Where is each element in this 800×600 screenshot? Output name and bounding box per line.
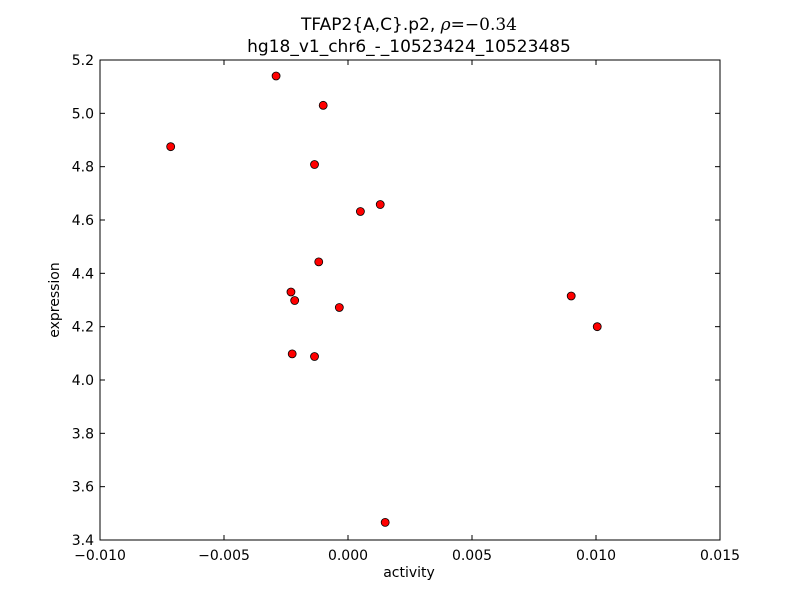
chart-title-line1: TFAP2{A,C}.p2, ρ=−0.34: [300, 15, 517, 35]
data-point: [287, 349, 297, 359]
data-points: [166, 71, 602, 527]
chart-title-line2: hg18_v1_chr6_-_10523424_10523485: [247, 37, 571, 57]
y-tick-label: 4.6: [72, 213, 94, 229]
y-tick-label: 3.8: [72, 426, 94, 442]
plot-area: [99, 59, 721, 541]
x-tick-label: 0.010: [576, 548, 616, 564]
y-tick-label: 5.0: [72, 106, 94, 122]
data-point: [310, 160, 319, 169]
chart-title-rho-symbol: ρ: [440, 15, 451, 35]
x-tick-label: −0.005: [198, 548, 250, 564]
x-axis-label: activity: [383, 565, 435, 581]
chart-title-prefix: TFAP2{A,C}.p2,: [300, 15, 441, 35]
data-point: [334, 303, 344, 312]
data-point: [380, 518, 390, 527]
x-tick-label: −0.010: [74, 548, 126, 564]
y-tick-label: 4.0: [72, 373, 94, 389]
data-point: [271, 71, 281, 81]
data-point: [566, 291, 576, 301]
data-point: [314, 257, 324, 267]
y-tick-label: 3.6: [72, 480, 94, 496]
x-tick-label: 0.000: [328, 548, 368, 564]
y-tick-label: 4.4: [72, 266, 94, 282]
y-axis-label: expression: [47, 262, 63, 338]
axis-ticks: −0.010 −0.005 0.000 0.005 0.010 0.015 3.4 3.6 3.…: [72, 53, 740, 564]
data-point: [310, 352, 319, 361]
y-tick-label: 5.2: [72, 53, 94, 69]
y-tick-label: 4.8: [72, 160, 94, 176]
data-point: [592, 322, 602, 332]
y-tick-label: 3.4: [72, 533, 94, 549]
data-point: [375, 200, 385, 209]
x-tick-label: 0.015: [700, 548, 740, 564]
data-point: [355, 207, 365, 216]
data-point: [286, 287, 296, 297]
chart-title-rho-value: =−0.34: [451, 15, 517, 35]
data-point: [166, 142, 176, 152]
y-tick-label: 4.2: [72, 320, 94, 336]
x-tick-label: 0.005: [452, 548, 492, 564]
data-point: [290, 296, 300, 305]
data-point: [318, 100, 328, 110]
